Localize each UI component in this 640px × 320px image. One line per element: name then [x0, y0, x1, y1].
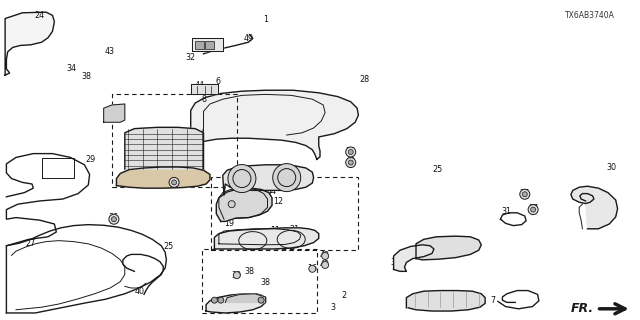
Circle shape — [309, 265, 316, 272]
Circle shape — [346, 147, 356, 157]
Text: 18: 18 — [243, 293, 253, 302]
Text: 10: 10 — [248, 165, 258, 174]
Circle shape — [531, 207, 536, 212]
Text: 9: 9 — [209, 85, 214, 94]
Text: 43: 43 — [227, 203, 237, 212]
Text: 37: 37 — [520, 189, 530, 198]
Polygon shape — [394, 245, 434, 271]
Text: 44: 44 — [267, 187, 277, 196]
Circle shape — [322, 261, 328, 268]
Text: 25: 25 — [163, 242, 173, 251]
Text: 44: 44 — [195, 81, 205, 90]
Text: 22: 22 — [207, 302, 218, 311]
Text: 29: 29 — [86, 156, 96, 164]
Text: 13: 13 — [430, 239, 440, 248]
Text: 39: 39 — [227, 200, 237, 209]
Text: 5: 5 — [109, 106, 115, 115]
Text: 15: 15 — [236, 188, 246, 196]
Text: 12: 12 — [273, 197, 284, 206]
Text: 33: 33 — [227, 207, 237, 216]
Text: 7: 7 — [490, 296, 495, 305]
Circle shape — [218, 297, 224, 303]
Text: 42: 42 — [320, 251, 330, 260]
Circle shape — [346, 157, 356, 168]
Text: 38: 38 — [81, 72, 92, 81]
Text: 30: 30 — [606, 164, 616, 172]
Polygon shape — [416, 236, 481, 260]
Text: 1: 1 — [263, 15, 268, 24]
Polygon shape — [5, 12, 54, 75]
Text: 36: 36 — [109, 213, 119, 222]
Circle shape — [228, 164, 256, 193]
Text: 3: 3 — [330, 303, 335, 312]
Text: 15: 15 — [260, 184, 271, 193]
Text: 14: 14 — [420, 298, 431, 307]
Text: FR.: FR. — [570, 302, 593, 315]
Polygon shape — [191, 90, 358, 159]
Text: 11: 11 — [270, 226, 280, 235]
Circle shape — [234, 272, 240, 279]
Text: TX6AB3740A: TX6AB3740A — [564, 11, 614, 20]
Text: 2: 2 — [342, 292, 347, 300]
Polygon shape — [206, 294, 266, 313]
Circle shape — [322, 252, 328, 260]
Circle shape — [520, 189, 530, 199]
Text: 43: 43 — [233, 174, 243, 183]
Text: 8: 8 — [201, 95, 206, 104]
Text: 45: 45 — [220, 207, 230, 216]
Text: 48: 48 — [203, 84, 213, 93]
Bar — [195, 41, 204, 49]
Bar — [205, 41, 214, 49]
Text: 35: 35 — [390, 258, 401, 267]
Polygon shape — [104, 104, 125, 122]
Polygon shape — [214, 228, 319, 249]
Circle shape — [169, 177, 179, 188]
Polygon shape — [192, 38, 223, 51]
Text: 28: 28 — [360, 75, 370, 84]
Circle shape — [522, 192, 527, 197]
Text: 43: 43 — [105, 47, 115, 56]
Circle shape — [172, 180, 177, 185]
Text: 26: 26 — [180, 168, 191, 177]
Polygon shape — [406, 291, 485, 311]
Text: 37: 37 — [528, 204, 538, 213]
Text: 40: 40 — [134, 287, 145, 296]
Circle shape — [109, 214, 119, 224]
Circle shape — [258, 297, 264, 303]
Text: 24: 24 — [35, 11, 45, 20]
Text: 21: 21 — [289, 225, 300, 234]
Polygon shape — [223, 165, 314, 195]
Text: 40: 40 — [346, 157, 356, 166]
Circle shape — [111, 217, 116, 222]
Text: 36: 36 — [169, 177, 179, 186]
Circle shape — [273, 164, 301, 192]
Text: 31: 31 — [502, 207, 512, 216]
Polygon shape — [116, 167, 210, 188]
Text: 49: 49 — [243, 34, 253, 43]
Text: 16: 16 — [307, 264, 317, 273]
Text: 36: 36 — [346, 147, 356, 156]
Text: 50: 50 — [206, 39, 216, 48]
Text: 27: 27 — [26, 239, 36, 248]
Circle shape — [348, 149, 353, 155]
Circle shape — [348, 160, 353, 165]
Text: 39: 39 — [232, 271, 242, 280]
Text: 38: 38 — [244, 268, 255, 276]
Text: 42: 42 — [320, 260, 330, 269]
Text: 34: 34 — [67, 64, 77, 73]
Text: 25: 25 — [432, 165, 442, 174]
Polygon shape — [571, 186, 618, 229]
Circle shape — [528, 204, 538, 215]
Polygon shape — [216, 188, 272, 221]
Text: 32: 32 — [186, 53, 196, 62]
Text: 6: 6 — [215, 77, 220, 86]
Text: 19: 19 — [224, 219, 234, 228]
Polygon shape — [191, 84, 218, 94]
Polygon shape — [125, 127, 204, 169]
Circle shape — [211, 297, 218, 303]
Text: 38: 38 — [260, 278, 271, 287]
Circle shape — [228, 201, 235, 208]
Polygon shape — [225, 294, 266, 302]
